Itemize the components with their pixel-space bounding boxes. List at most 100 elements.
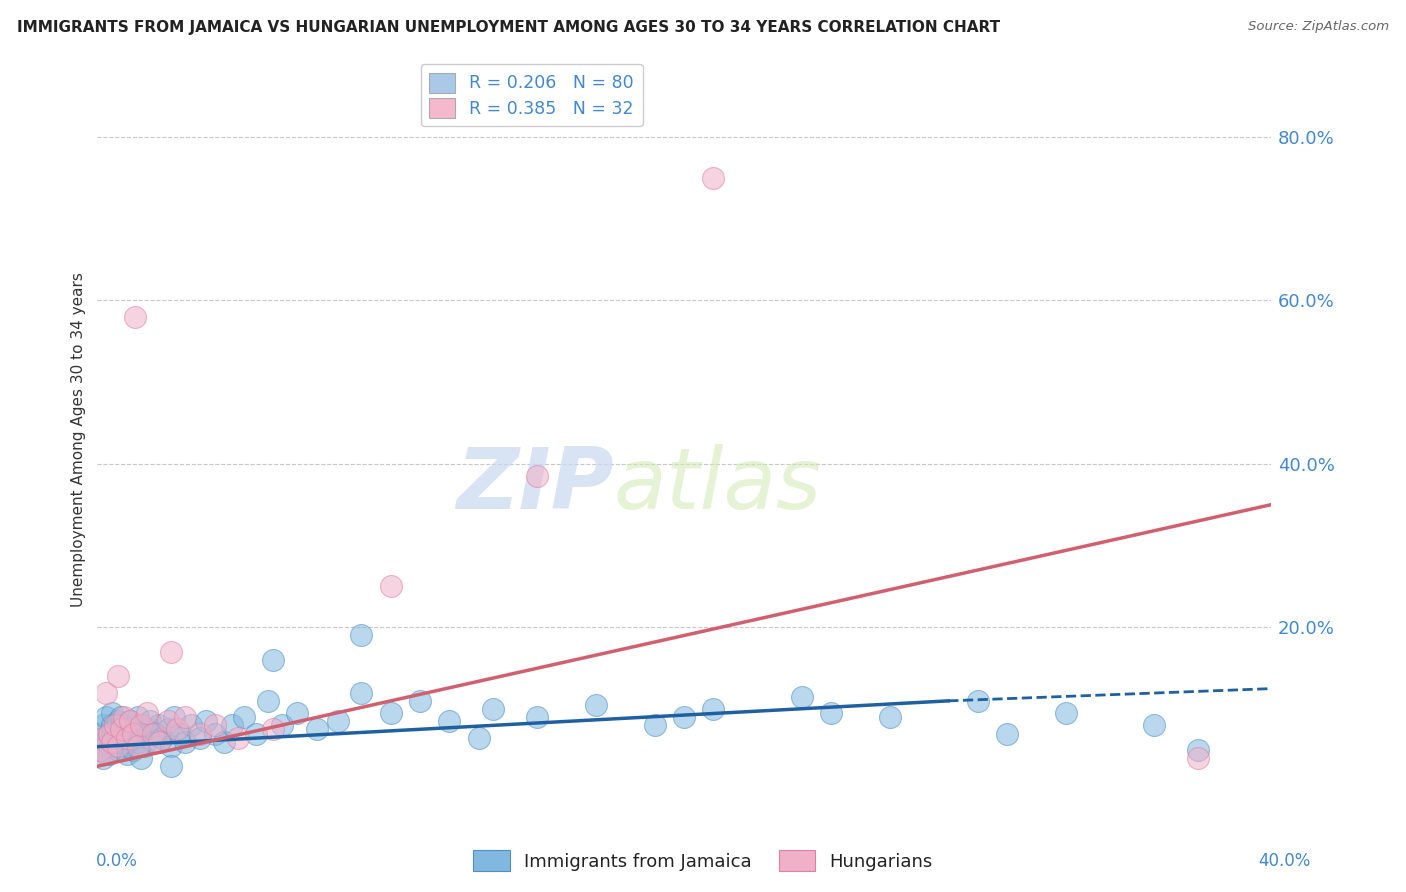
Point [350,628,373,642]
Point [790,690,813,704]
Point [169,726,191,740]
Point [104,718,127,732]
Point [98,747,121,761]
Point [162,710,184,724]
Point [98,726,121,740]
Point [256,694,278,708]
Point [107,739,129,753]
Point [262,723,284,737]
Point [159,645,181,659]
Point [131,726,153,740]
Point [188,731,211,745]
Point [174,710,197,724]
Point [112,710,135,724]
Point [104,723,127,737]
Point [110,723,132,737]
Point [91,731,114,745]
Point [121,743,143,757]
Text: IMMIGRANTS FROM JAMAICA VS HUNGARIAN UNEMPLOYMENT AMONG AGES 30 TO 34 YEARS CORR: IMMIGRANTS FROM JAMAICA VS HUNGARIAN UNE… [17,20,1000,35]
Point [673,710,696,724]
Point [262,653,284,667]
Point [104,739,127,753]
Point [101,706,124,720]
Point [107,714,129,729]
Point [159,759,181,773]
Point [112,735,135,749]
Point [271,718,294,732]
Point [136,723,159,737]
Point [96,739,118,753]
Point [1187,751,1209,765]
Point [139,714,162,729]
Point [212,735,235,749]
Point [1142,718,1164,732]
Point [127,735,149,749]
Point [148,718,170,732]
Point [585,698,607,712]
Point [112,718,135,732]
Point [156,723,179,737]
Point [150,731,173,745]
Point [180,718,202,732]
Point [118,714,141,729]
Point [101,735,124,749]
Point [124,718,146,732]
Legend: R = 0.206   N = 80, R = 0.385   N = 32: R = 0.206 N = 80, R = 0.385 N = 32 [420,64,643,127]
Y-axis label: Unemployment Among Ages 30 to 34 years: Unemployment Among Ages 30 to 34 years [72,272,86,607]
Point [96,747,118,761]
Text: ZIP: ZIP [456,444,614,527]
Point [326,714,349,729]
Point [121,726,143,740]
Point [226,731,249,745]
Point [702,170,724,185]
Point [131,718,153,732]
Point [995,726,1018,740]
Point [702,702,724,716]
Point [204,718,226,732]
Point [285,706,308,720]
Text: Source: ZipAtlas.com: Source: ZipAtlas.com [1249,20,1389,33]
Point [468,731,491,745]
Point [350,686,373,700]
Point [115,723,138,737]
Point [127,739,149,753]
Point [91,751,114,765]
Point [142,726,165,740]
Point [131,751,153,765]
Point [966,694,988,708]
Point [644,718,666,732]
Text: 0.0%: 0.0% [96,852,138,870]
Point [820,706,842,720]
Point [194,714,217,729]
Point [101,735,124,749]
Point [380,706,402,720]
Point [409,694,432,708]
Point [89,726,111,740]
Point [188,726,211,740]
Point [879,710,901,724]
Point [101,718,124,732]
Point [89,743,111,757]
Point [118,714,141,729]
Point [1187,743,1209,757]
Point [115,739,138,753]
Point [127,710,149,724]
Point [98,726,121,740]
Point [204,726,226,740]
Point [96,735,118,749]
Point [380,579,402,593]
Point [1054,706,1077,720]
Point [245,726,267,740]
Point [96,710,118,724]
Point [142,735,165,749]
Point [148,735,170,749]
Text: 40.0%: 40.0% [1258,852,1310,870]
Point [107,669,129,683]
Point [159,739,181,753]
Point [156,714,179,729]
Point [118,731,141,745]
Point [526,710,548,724]
Legend: Immigrants from Jamaica, Hungarians: Immigrants from Jamaica, Hungarians [467,843,939,879]
Point [110,726,132,740]
Point [96,686,118,700]
